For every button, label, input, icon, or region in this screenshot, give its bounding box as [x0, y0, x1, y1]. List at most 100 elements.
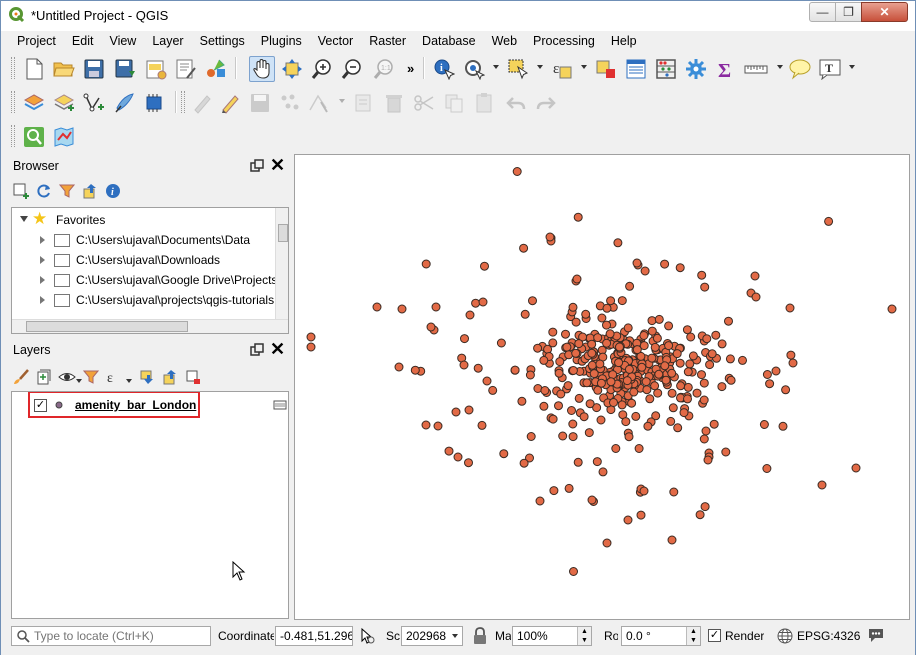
chevron-down-icon[interactable] [493, 65, 499, 69]
map-point[interactable] [667, 368, 677, 378]
map-point[interactable] [672, 349, 682, 359]
map-point[interactable] [717, 382, 727, 392]
map-point[interactable] [464, 458, 473, 468]
map-point[interactable] [637, 362, 647, 372]
map-point[interactable] [555, 357, 565, 367]
digitize-button[interactable] [111, 90, 137, 116]
toolbar-overflow-chevron-icon[interactable]: » [407, 61, 415, 76]
modify-attributes-button[interactable] [351, 90, 377, 116]
map-point[interactable] [786, 350, 796, 360]
map-point[interactable] [549, 486, 559, 496]
map-point[interactable] [724, 316, 733, 326]
map-point[interactable] [669, 487, 679, 497]
layer-item[interactable]: ✓ amenity_bar_London [12, 395, 288, 415]
close-window-button[interactable]: ✕ [861, 2, 908, 22]
close-panel-icon[interactable]: ✕ [270, 339, 286, 359]
map-point[interactable] [459, 360, 469, 370]
map-point[interactable] [587, 339, 597, 349]
maximize-button[interactable]: ❐ [835, 2, 862, 22]
map-point[interactable] [421, 259, 431, 269]
layer-visibility-checkbox[interactable]: ✓ [34, 399, 47, 412]
map-point[interactable] [700, 502, 710, 512]
add-layer-button[interactable] [51, 90, 77, 116]
toolbar-handle[interactable] [11, 125, 15, 147]
scrollbar-thumb[interactable] [278, 224, 288, 242]
menu-vector[interactable]: Vector [317, 34, 354, 48]
map-point[interactable] [556, 389, 566, 399]
map-point[interactable] [625, 281, 635, 291]
chevron-down-icon[interactable] [126, 379, 132, 383]
map-point[interactable] [394, 362, 404, 372]
processing-toolbox-button[interactable] [683, 56, 709, 82]
spin-arrows-icon[interactable]: ▲ ▼ [686, 627, 700, 645]
map-point[interactable] [372, 302, 382, 312]
add-selected-layers-button[interactable] [11, 181, 31, 201]
map-point[interactable] [433, 421, 443, 431]
map-point[interactable] [632, 345, 642, 355]
map-point[interactable] [533, 343, 543, 353]
save-edits-button[interactable] [247, 90, 273, 116]
map-point[interactable] [585, 399, 595, 409]
map-point[interactable] [623, 323, 633, 333]
map-point[interactable] [617, 400, 627, 410]
map-point[interactable] [569, 567, 578, 576]
map-point[interactable] [548, 414, 558, 424]
tree-item-favorites[interactable]: ★ Favorites [12, 209, 276, 230]
map-point[interactable] [621, 417, 631, 427]
map-canvas[interactable] [294, 154, 910, 620]
remove-layer-button[interactable] [183, 367, 203, 387]
map-point[interactable] [595, 359, 605, 369]
attribute-table-button[interactable] [623, 56, 649, 82]
refresh-button[interactable] [34, 181, 54, 201]
expand-all-button[interactable] [137, 367, 157, 387]
map-point[interactable] [568, 366, 578, 375]
map-point[interactable] [699, 434, 709, 444]
map-point[interactable] [695, 510, 705, 520]
expand-arrow-icon[interactable] [20, 216, 28, 222]
tree-item-folder[interactable]: C:\Users\ujaval\Documents\Data [12, 230, 276, 250]
map-point[interactable] [697, 370, 706, 380]
map-point[interactable] [567, 406, 576, 415]
map-point[interactable] [653, 388, 663, 398]
select-by-expression-button[interactable]: ε [549, 56, 575, 82]
map-point[interactable] [650, 381, 660, 391]
map-point[interactable] [683, 382, 693, 392]
zoom-in-button[interactable] [309, 56, 335, 82]
menu-layer[interactable]: Layer [152, 34, 184, 48]
map-point[interactable] [464, 405, 474, 415]
map-point[interactable] [480, 261, 489, 271]
coordinate-field[interactable]: -0.481,51.296 [275, 626, 353, 646]
map-point[interactable] [699, 378, 709, 388]
map-point[interactable] [614, 358, 624, 368]
layer-tree[interactable]: ✓ amenity_bar_London [11, 391, 289, 619]
map-point[interactable] [622, 376, 632, 386]
browser-tree[interactable]: ★ Favorites C:\Users\ujaval\Documents\Da… [11, 207, 289, 334]
locator-search-button[interactable] [21, 124, 47, 150]
menu-web[interactable]: Web [491, 34, 518, 48]
map-point[interactable] [611, 444, 621, 453]
map-point[interactable] [624, 432, 634, 442]
map-point[interactable] [587, 348, 597, 358]
map-point[interactable] [596, 378, 606, 388]
filter-by-expression-button[interactable]: ε [104, 367, 124, 387]
map-point[interactable] [519, 243, 529, 253]
save-project-button[interactable] [81, 56, 107, 82]
map-point[interactable] [676, 381, 686, 391]
map-point[interactable] [593, 333, 603, 343]
map-point[interactable] [707, 349, 717, 359]
statistical-summary-button[interactable]: Σ [713, 56, 739, 82]
map-point[interactable] [426, 322, 436, 332]
map-point[interactable] [587, 360, 597, 370]
map-point[interactable] [482, 376, 492, 386]
chevron-down-icon[interactable] [76, 379, 82, 383]
chevron-down-icon[interactable] [849, 65, 855, 69]
map-point[interactable] [650, 342, 660, 352]
map-point[interactable] [602, 538, 612, 548]
map-point[interactable] [488, 385, 498, 395]
chevron-down-icon[interactable] [339, 99, 345, 103]
map-point[interactable] [636, 351, 646, 361]
pan-map-button[interactable] [249, 56, 275, 82]
map-point[interactable] [660, 361, 670, 371]
map-point[interactable] [582, 378, 592, 388]
plugin-tool-button[interactable] [51, 124, 77, 150]
